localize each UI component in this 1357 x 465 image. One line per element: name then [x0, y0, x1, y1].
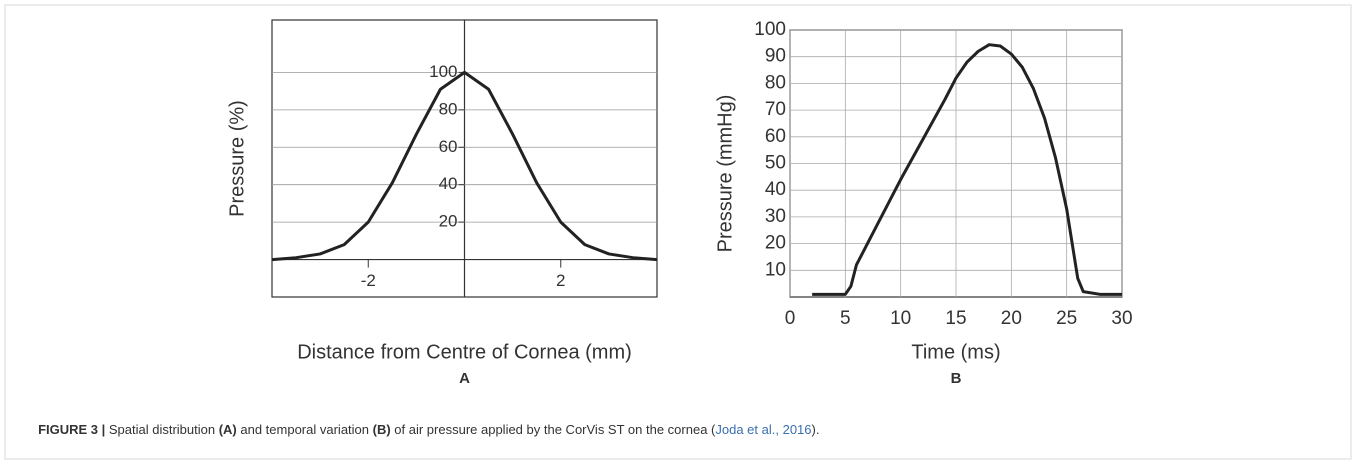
x-tick-label: 30: [1111, 308, 1132, 329]
x-tick-label: 15: [945, 308, 966, 329]
y-tick-label: 70: [765, 99, 786, 120]
caption-text: and temporal variation: [237, 422, 373, 437]
caption-text: of air pressure applied by the CorVis ST…: [391, 422, 716, 437]
x-axis-label: Distance from Centre of Cornea (mm): [297, 341, 632, 363]
panel-label: B: [951, 370, 962, 387]
x-tick-label: 20: [1001, 308, 1022, 329]
data-line: [271, 70, 658, 262]
caption-text: (B): [373, 422, 391, 437]
y-tick-label: 80: [439, 99, 458, 118]
caption: FIGURE 3 | Spatial distribution (A) and …: [20, 422, 830, 437]
caption-label: FIGURE 3 |: [38, 422, 105, 437]
caption-text: ).: [812, 422, 820, 437]
y-tick-label: 90: [765, 46, 786, 67]
x-tick-label: 5: [840, 308, 851, 329]
figure-border: [4, 4, 1352, 460]
x-tick-label: 10: [890, 308, 911, 329]
y-tick-label: 40: [765, 179, 786, 200]
y-tick-label: 20: [439, 212, 458, 231]
x-axis-label: Time (ms): [911, 341, 1000, 363]
y-tick-label: 100: [429, 62, 457, 81]
y-tick-label: 20: [765, 233, 786, 254]
caption-text: Spatial distribution: [105, 422, 218, 437]
y-tick-label: 80: [765, 72, 786, 93]
y-tick-label: 50: [765, 153, 786, 174]
data-line: [812, 43, 1122, 296]
y-tick-label: 60: [765, 126, 786, 147]
caption-link[interactable]: Joda et al., 2016: [715, 422, 811, 437]
x-tick-label: 2: [556, 271, 565, 290]
y-tick-label: 40: [439, 174, 458, 193]
y-tick-label: 100: [754, 19, 786, 40]
y-tick-label: 60: [439, 137, 458, 156]
x-tick-label: 25: [1056, 308, 1077, 329]
caption-text: (A): [219, 422, 237, 437]
y-axis-label: Pressure (%): [226, 100, 248, 217]
y-tick-label: 10: [765, 259, 786, 280]
x-tick-label: -2: [361, 271, 376, 290]
panel-label: A: [459, 370, 470, 387]
x-tick-label: 0: [785, 308, 796, 329]
y-tick-label: 30: [765, 206, 786, 227]
y-axis-label: Pressure (mmHg): [714, 95, 736, 253]
